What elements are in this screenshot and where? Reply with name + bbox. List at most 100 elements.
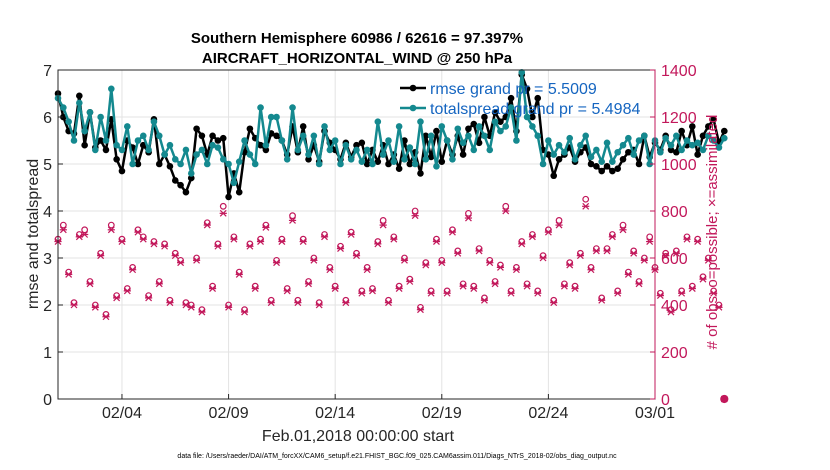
obs-assimilated-point (699, 275, 707, 283)
legend: rmse grand pr = 5.5009 totalspread grand… (400, 81, 640, 118)
obs-assimilated-point (528, 233, 537, 241)
obs-assimilated-point (704, 256, 712, 264)
y-right-tick-label: 800 (661, 204, 688, 221)
obs-assimilated-point (283, 287, 291, 295)
totalspread-point (294, 146, 302, 154)
obs-assimilated-point (240, 308, 249, 316)
obs-assimilated-point (278, 238, 286, 245)
totalspread-point (603, 139, 611, 147)
totalspread-point (118, 146, 126, 154)
obs-assimilated-point (81, 231, 89, 238)
rmse-point (529, 113, 536, 121)
rmse-point (155, 160, 163, 168)
obs-assimilated-point (587, 266, 595, 274)
totalspread-point (347, 156, 355, 163)
obs-assimilated-point (326, 266, 334, 274)
obs-assimilated-point (374, 240, 382, 248)
rmse-point (710, 116, 717, 123)
totalspread-point (171, 156, 179, 163)
totalspread-point (635, 137, 643, 144)
rmse-point (262, 146, 270, 154)
totalspread-point (230, 179, 238, 187)
rmse-point (187, 174, 195, 182)
totalspread-point (337, 160, 344, 168)
rmse-point (459, 151, 467, 158)
totalspread-point (561, 148, 568, 156)
x-tick-label: 02/04 (102, 405, 142, 422)
obs-assimilated-point (347, 231, 355, 238)
totalspread-point (630, 151, 637, 158)
rmse-point (118, 167, 126, 175)
rmse-point (619, 156, 627, 163)
obs-assimilated-point (86, 280, 94, 288)
totalspread-point (710, 137, 717, 144)
totalspread-point (358, 158, 366, 165)
obs-assimilated-point (161, 242, 169, 250)
totalspread-point (465, 132, 472, 140)
y-tick-label: 2 (43, 298, 52, 315)
totalspread-point (486, 146, 494, 154)
rmse-point (209, 132, 216, 140)
totalspread-point (262, 141, 270, 149)
y-tick-label: 0 (43, 392, 52, 409)
y-right-tick-label: 200 (661, 345, 688, 362)
totalspread-point (438, 123, 446, 130)
rmse-point (507, 94, 515, 102)
rmse-point (363, 160, 371, 168)
obs-assimilated-point (187, 303, 195, 311)
rmse-point (635, 160, 643, 168)
obs-assimilated-point (416, 306, 425, 314)
obs-possible-point (465, 209, 472, 217)
obs-assimilated-point (491, 280, 499, 288)
totalspread-point (353, 146, 360, 154)
totalspread-point (529, 123, 536, 130)
totalspread-point (379, 151, 387, 158)
obs-assimilated-point (176, 259, 185, 267)
rmse-point (198, 132, 206, 140)
legend-marker-totalspread (409, 104, 417, 112)
totalspread-point (139, 132, 147, 140)
chart-subtitle: AIRCRAFT_HORIZONTAL_WIND @ 250 hPa (202, 50, 513, 67)
obs-assimilated-point (646, 238, 654, 245)
totalspread-point (241, 137, 248, 144)
obs-assimilated-point (113, 294, 121, 302)
x-tick-label: 02/19 (422, 405, 462, 422)
x-axis-label: Feb.01,2018 00:00:00 start (262, 428, 455, 445)
rmse-point (219, 134, 227, 142)
rmse-point (182, 188, 190, 196)
rmse-point (667, 146, 675, 154)
totalspread-point (273, 113, 280, 121)
y-tick-label: 5 (43, 157, 52, 174)
obs-assimilated-point (694, 238, 702, 245)
obs-assimilated-point (624, 271, 632, 278)
totalspread-point (203, 160, 211, 168)
obs-assimilated-point (411, 212, 419, 220)
obs-assimilated-point (150, 240, 158, 248)
obs-possible-point (646, 233, 654, 241)
rmse-point (353, 141, 360, 149)
totalspread-point (411, 160, 419, 168)
totalspread-point (363, 146, 371, 154)
totalspread-point (321, 123, 328, 130)
obs-assimilated-point (235, 271, 243, 278)
rmse-point (395, 165, 403, 172)
totalspread-point (539, 160, 547, 168)
totalspread-point (523, 113, 531, 121)
rmse-point (257, 141, 264, 149)
totalspread-point (102, 137, 110, 144)
totalspread-point (593, 146, 600, 154)
totalspread-point (689, 141, 696, 149)
obs-possible-point (379, 216, 387, 224)
obs-assimilated-point (102, 313, 110, 321)
rmse-point (102, 146, 110, 154)
totalspread-point (598, 158, 605, 165)
obs-assimilated-point (310, 256, 318, 264)
rmse-point (422, 132, 430, 140)
totalspread-point (257, 104, 264, 111)
totalspread-point (305, 151, 312, 158)
rmse-point (673, 148, 680, 156)
obs-assimilated-point (384, 299, 393, 307)
totalspread-point (513, 137, 520, 144)
obs-assimilated-point (598, 296, 606, 304)
